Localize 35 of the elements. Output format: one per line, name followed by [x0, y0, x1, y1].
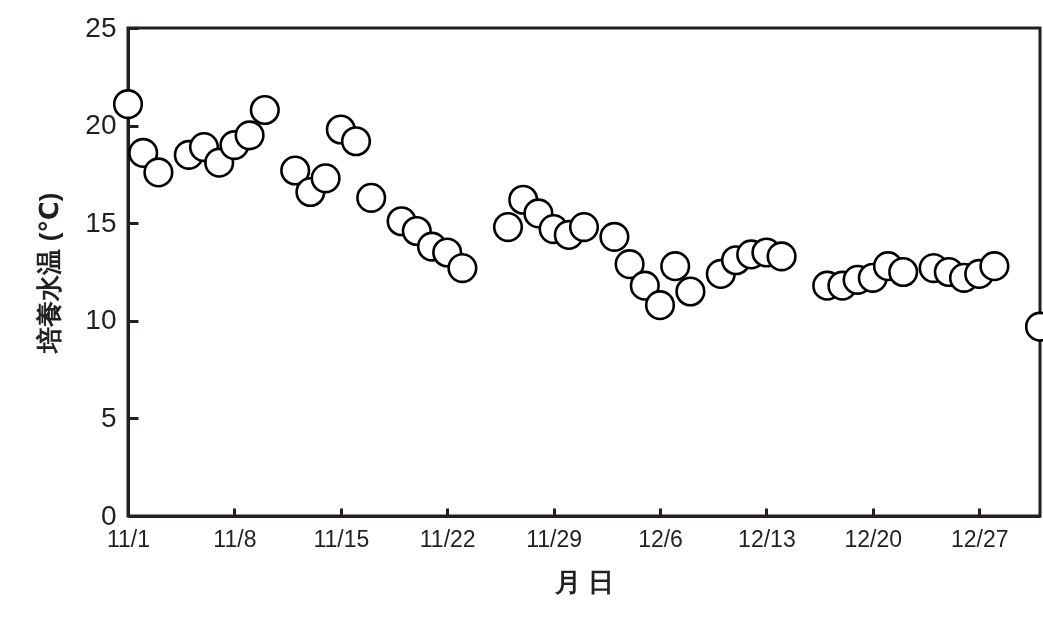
point — [568, 212, 600, 243]
x-tick-label: 11/29 — [526, 525, 583, 552]
y-tick-label: 15 — [85, 206, 117, 238]
point — [492, 212, 524, 243]
point — [356, 182, 387, 213]
point — [143, 157, 174, 188]
x-tick-label: 11/22 — [419, 525, 476, 552]
point — [888, 256, 919, 288]
x-tick-label: 12/27 — [950, 525, 1009, 552]
y-tick-label: 10 — [85, 304, 117, 336]
point — [599, 221, 630, 252]
point — [280, 155, 311, 186]
point — [249, 94, 280, 126]
point — [660, 251, 691, 282]
y-tick-label: 5 — [100, 401, 117, 433]
x-tick-label: 11/8 — [213, 525, 257, 552]
point — [979, 251, 1010, 282]
y-tick-label: 25 — [85, 11, 117, 43]
point — [447, 253, 478, 284]
point — [310, 163, 341, 194]
y-tick-label: 20 — [85, 109, 117, 141]
point — [766, 241, 797, 272]
point — [340, 126, 372, 157]
point — [675, 276, 706, 307]
point — [234, 120, 265, 151]
x-axis-title: 月 日 — [553, 566, 615, 597]
point — [644, 290, 676, 321]
x-tick-label: 12/6 — [638, 525, 683, 552]
point — [128, 137, 159, 168]
point — [614, 249, 645, 280]
y-axis-title: 培養水温 (℃) — [34, 192, 65, 355]
x-tick-label: 12/20 — [844, 525, 903, 552]
x-tick-label: 11/15 — [313, 525, 370, 552]
point — [629, 270, 660, 301]
x-tick-label: 12/13 — [738, 525, 796, 552]
